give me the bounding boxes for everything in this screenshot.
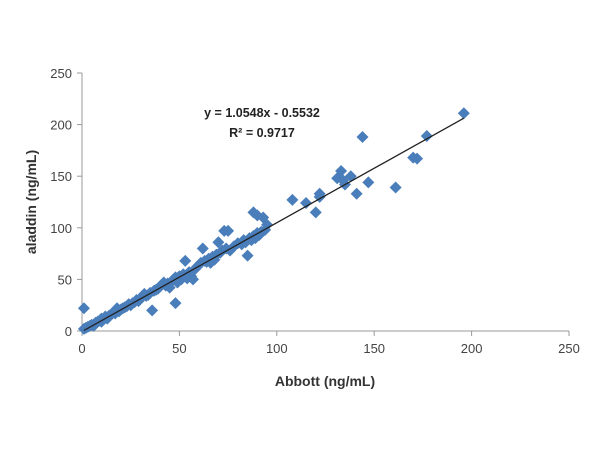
y-tick-label: 200 <box>50 118 72 133</box>
data-point <box>196 242 209 255</box>
data-point <box>179 254 192 267</box>
y-tick-label: 0 <box>65 324 72 339</box>
trendline <box>83 117 465 332</box>
data-point <box>241 249 254 262</box>
x-tick-label: 250 <box>558 341 580 356</box>
data-point <box>457 107 470 120</box>
x-tick-label: 50 <box>172 341 186 356</box>
data-point <box>420 129 433 142</box>
r-squared-label: R² = 0.9717 <box>229 126 295 140</box>
y-tick-label: 100 <box>50 221 72 236</box>
data-point <box>169 297 182 310</box>
y-tick-label: 50 <box>58 272 72 287</box>
y-tick-label: 150 <box>50 169 72 184</box>
x-tick-label: 100 <box>266 341 288 356</box>
data-point <box>247 206 260 219</box>
data-point <box>222 224 235 237</box>
data-point <box>187 273 200 286</box>
data-point <box>300 197 313 210</box>
data-point <box>249 232 262 245</box>
data-point <box>261 218 274 231</box>
data-point <box>77 302 90 315</box>
data-point <box>335 165 348 178</box>
x-tick-label: 200 <box>461 341 483 356</box>
axes <box>81 73 569 332</box>
y-axis-title: aladdin (ng/mL) <box>23 150 39 254</box>
data-point <box>212 236 225 249</box>
data-point <box>208 253 221 266</box>
data-point <box>309 206 322 219</box>
data-point <box>146 304 159 317</box>
x-tick-label: 150 <box>363 341 385 356</box>
data-point <box>389 181 402 194</box>
data-point <box>411 152 424 165</box>
x-axis-title: Abbott (ng/mL) <box>275 373 375 389</box>
data-point <box>286 193 299 206</box>
y-tick-label: 250 <box>50 66 72 81</box>
x-tick-label: 0 <box>78 341 85 356</box>
data-point <box>362 176 375 189</box>
trendline-equation: y = 1.0548x - 0.5532 <box>204 106 320 120</box>
data-point <box>350 187 363 200</box>
data-point <box>356 130 369 143</box>
